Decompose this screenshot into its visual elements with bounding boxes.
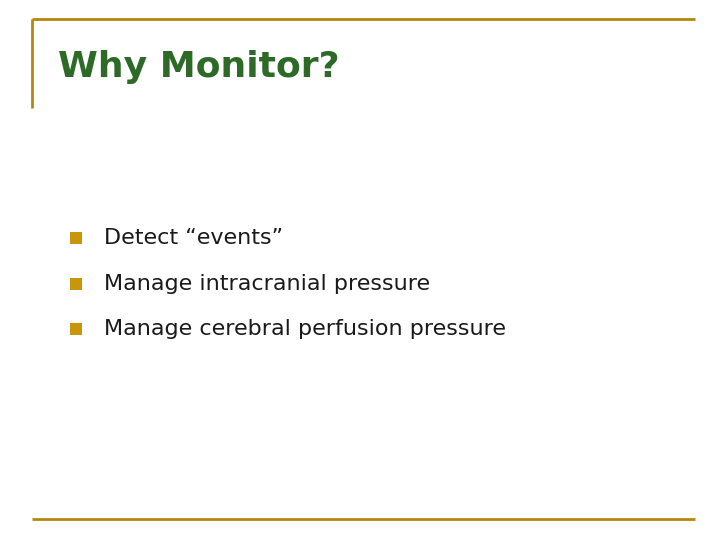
Text: Manage cerebral perfusion pressure: Manage cerebral perfusion pressure xyxy=(104,319,506,340)
Text: Manage intracranial pressure: Manage intracranial pressure xyxy=(104,273,431,294)
Text: Detect “events”: Detect “events” xyxy=(104,227,284,248)
Text: Why Monitor?: Why Monitor? xyxy=(58,51,339,84)
